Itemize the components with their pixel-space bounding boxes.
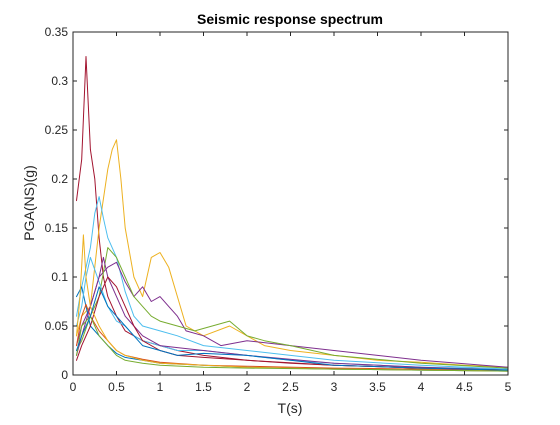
x-axis-label: T(s) — [278, 400, 303, 416]
y-tick-label-2: 0.1 — [51, 270, 68, 284]
series-layer — [76, 56, 509, 372]
y-tick-label-1: 0.05 — [45, 319, 69, 333]
x-tick-label-6: 3 — [331, 380, 338, 394]
series-line-12 — [76, 315, 509, 372]
y-tick-label-5: 0.25 — [45, 123, 69, 137]
x-tick-label-8: 4 — [418, 380, 425, 394]
x-tick-label-10: 5 — [505, 380, 512, 394]
x-tick-label-5: 2.5 — [282, 380, 299, 394]
y-tick-label-3: 0.15 — [45, 221, 69, 235]
series-line-2 — [76, 139, 509, 368]
x-tick-label-2: 1 — [157, 380, 164, 394]
x-tick-label-0: 0 — [70, 380, 77, 394]
y-tick-label-6: 0.3 — [51, 74, 68, 88]
y-tick-label-4: 0.2 — [51, 172, 68, 186]
x-tick-label-1: 0.5 — [108, 380, 125, 394]
y-tick-label-0: 0 — [61, 368, 68, 382]
y-axis-ticks: 0 0.05 0.1 0.15 0.2 0.25 0.3 0.35 — [45, 25, 508, 382]
series-line-13 — [76, 286, 509, 371]
x-tick-label-4: 2 — [244, 380, 251, 394]
y-axis-label: PGA(NS)(g) — [21, 165, 37, 240]
plot-background — [73, 32, 508, 375]
series-line-3 — [76, 196, 509, 370]
chart-title: Seismic response spectrum — [197, 11, 383, 27]
series-line-5 — [76, 247, 509, 369]
y-tick-label-7: 0.35 — [45, 25, 69, 39]
x-tick-label-9: 4.5 — [456, 380, 473, 394]
x-tick-label-7: 3.5 — [369, 380, 386, 394]
x-tick-label-3: 1.5 — [195, 380, 212, 394]
series-line-10 — [76, 276, 509, 371]
x-axis-ticks: 0 0.5 1 1.5 2 2.5 3 3.5 4 4.5 5 — [70, 32, 512, 394]
